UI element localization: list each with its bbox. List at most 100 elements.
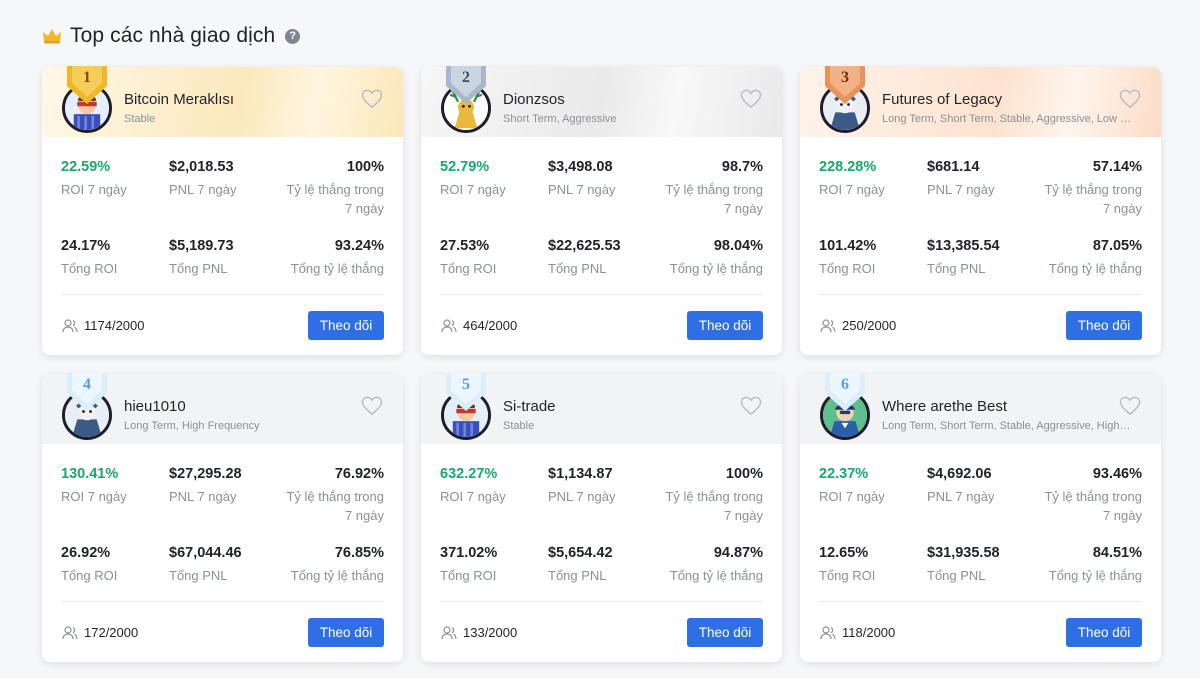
divider — [61, 294, 384, 295]
pnl-7d-value: $2,018.53 — [169, 159, 234, 175]
users-icon — [441, 318, 457, 332]
users-icon — [820, 318, 836, 332]
total-pnl-value: $22,625.53 — [548, 238, 621, 254]
trader-tags: Stable — [503, 420, 535, 432]
rank-badge: 5 — [443, 373, 489, 413]
winrate-7d-value: 100% — [725, 466, 763, 482]
follower-count: 464/2000 — [463, 318, 518, 333]
follow-button[interactable]: Theo dõi — [308, 618, 384, 647]
follow-button[interactable]: Theo dõi — [687, 311, 763, 340]
crown-icon — [43, 29, 61, 44]
avatar[interactable] — [441, 390, 491, 440]
total-roi-label: Tổng ROI — [61, 261, 118, 276]
followers: 133/2000 — [441, 625, 517, 640]
followers: 250/2000 — [820, 318, 896, 333]
roi-7d-value: 632.27% — [440, 466, 498, 482]
trader-card: 5 Si-trade Stable 632.27% ROI 7 ngày $1,1… — [421, 373, 782, 662]
total-pnl-value: $31,935.58 — [927, 545, 1000, 561]
total-pnl-value: $67,044.46 — [169, 545, 242, 561]
winrate-7d-label: Tỷ lệ thắng trong 7 ngày — [286, 489, 384, 523]
total-pnl-value: $13,385.54 — [927, 238, 1000, 254]
heart-icon[interactable] — [740, 89, 762, 109]
divider — [819, 601, 1142, 602]
pnl-7d-value: $681.14 — [927, 159, 980, 175]
card-header: 4 hieu1010 Long Term, High Frequency — [42, 373, 403, 444]
divider — [61, 601, 384, 602]
total-roi-value: 26.92% — [61, 545, 111, 561]
total-winrate-label: Tổng tỷ lệ thắng — [290, 261, 384, 276]
total-winrate-label: Tổng tỷ lệ thắng — [1048, 261, 1142, 276]
avatar[interactable] — [62, 390, 112, 440]
heart-icon[interactable] — [361, 396, 383, 416]
trader-name[interactable]: Bitcoin Meraklısı — [124, 91, 235, 108]
trader-name[interactable]: Dionzsos — [503, 91, 565, 108]
roi-7d-value: 22.37% — [819, 466, 869, 482]
users-icon — [441, 625, 457, 639]
card-header: 3 Futures of Legacy Long Term, Short Ter… — [800, 66, 1161, 137]
heart-icon[interactable] — [1119, 89, 1141, 109]
pnl-7d-value: $4,692.06 — [927, 466, 992, 482]
trader-tags: Long Term, High Frequency — [124, 420, 260, 432]
trader-tags: Stable — [124, 113, 156, 125]
heart-icon[interactable] — [1119, 396, 1141, 416]
winrate-7d-label: Tỷ lệ thắng trong 7 ngày — [665, 182, 763, 216]
pnl-7d-value: $27,295.28 — [169, 466, 242, 482]
total-winrate-label: Tổng tỷ lệ thắng — [669, 261, 763, 276]
follower-count: 133/2000 — [463, 625, 518, 640]
roi-7d-label: ROI 7 ngày — [61, 489, 127, 504]
total-pnl-label: Tổng PNL — [548, 261, 607, 276]
trader-tags: Short Term, Aggressive — [503, 113, 617, 125]
follow-button[interactable]: Theo dõi — [308, 311, 384, 340]
trader-name[interactable]: Where arethe Best — [882, 398, 1008, 415]
trader-name[interactable]: Si-trade — [503, 398, 556, 415]
total-pnl-value: $5,189.73 — [169, 238, 234, 254]
winrate-7d-value: 98.7% — [721, 159, 763, 175]
follower-count: 250/2000 — [842, 318, 897, 333]
trader-card: 3 Futures of Legacy Long Term, Short Ter… — [800, 66, 1161, 355]
roi-7d-value: 130.41% — [61, 466, 119, 482]
card-header: 5 Si-trade Stable — [421, 373, 782, 444]
users-icon — [820, 625, 836, 639]
total-pnl-label: Tổng PNL — [927, 261, 986, 276]
roi-7d-label: ROI 7 ngày — [440, 182, 506, 197]
total-roi-value: 27.53% — [440, 238, 490, 254]
total-winrate-label: Tổng tỷ lệ thắng — [290, 568, 384, 583]
total-roi-value: 12.65% — [819, 545, 869, 561]
follower-count: 118/2000 — [842, 625, 896, 640]
heart-icon[interactable] — [361, 89, 383, 109]
card-header: 6 Where arethe Best Long Term, Short Ter… — [800, 373, 1161, 444]
rank-badge: 4 — [64, 373, 110, 413]
total-roi-label: Tổng ROI — [440, 568, 497, 583]
total-roi-label: Tổng ROI — [819, 568, 876, 583]
trader-name[interactable]: Futures of Legacy — [882, 91, 1003, 108]
help-icon[interactable]: ? — [285, 28, 301, 44]
roi-7d-label: ROI 7 ngày — [819, 489, 885, 504]
card-header: 2 Dionzsos Short Term, Aggressive — [421, 66, 782, 137]
pnl-7d-label: PNL 7 ngày — [169, 182, 237, 197]
trader-card: 2 Dionzsos Short Term, Aggressive 52.79%… — [421, 66, 782, 355]
pnl-7d-label: PNL 7 ngày — [169, 489, 237, 504]
winrate-7d-value: 100% — [346, 159, 384, 175]
pnl-7d-label: PNL 7 ngày — [927, 182, 995, 197]
followers: 118/2000 — [820, 625, 895, 640]
trader-tags: Long Term, Short Term, Stable, Aggressiv… — [882, 420, 1132, 432]
heart-icon[interactable] — [740, 396, 762, 416]
trader-name[interactable]: hieu1010 — [124, 398, 186, 415]
total-roi-value: 24.17% — [61, 238, 111, 254]
total-pnl-label: Tổng PNL — [169, 568, 228, 583]
winrate-7d-label: Tỷ lệ thắng trong 7 ngày — [1044, 182, 1142, 216]
total-pnl-label: Tổng PNL — [927, 568, 986, 583]
roi-7d-value: 228.28% — [819, 159, 877, 175]
trader-card: 1 Bitcoin Meraklısı Stable 22.59% ROI 7 n… — [42, 66, 403, 355]
follow-button[interactable]: Theo dõi — [687, 618, 763, 647]
rank-badge: 3 — [822, 66, 868, 106]
page-header: Top các nhà giao dịch ? — [42, 22, 301, 50]
follow-button[interactable]: Theo dõi — [1066, 618, 1142, 647]
total-winrate-value: 93.24% — [334, 238, 384, 254]
total-winrate-value: 76.85% — [334, 545, 384, 561]
roi-7d-label: ROI 7 ngày — [440, 489, 506, 504]
total-winrate-label: Tổng tỷ lệ thắng — [669, 568, 763, 583]
pnl-7d-label: PNL 7 ngày — [548, 182, 616, 197]
total-roi-label: Tổng ROI — [61, 568, 118, 583]
follow-button[interactable]: Theo dõi — [1066, 311, 1142, 340]
